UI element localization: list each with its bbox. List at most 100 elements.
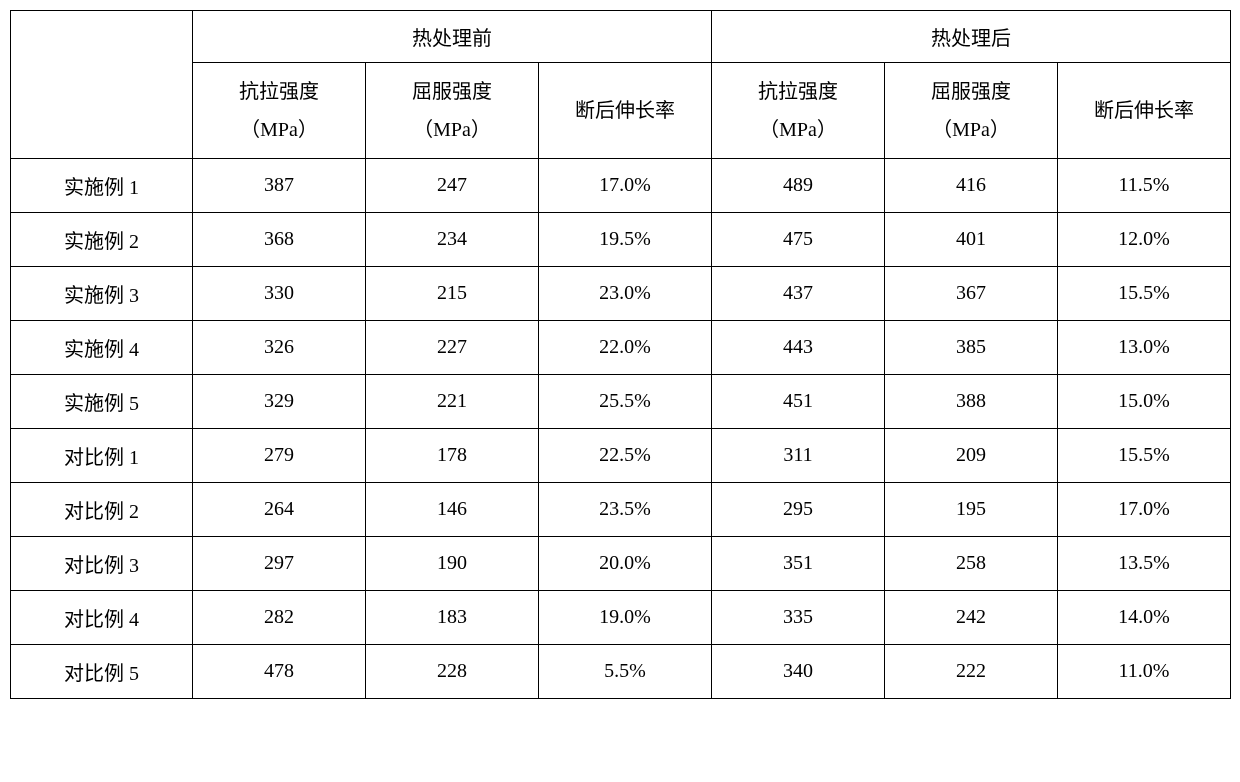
row-label-cell: 实施例 2 (11, 213, 193, 267)
table-row: 对比例 428218319.0%33524214.0% (11, 591, 1231, 645)
after-yield-cell: 367 (885, 267, 1058, 321)
before-elongation-cell: 22.5% (539, 429, 712, 483)
data-table: 热处理前 热处理后 抗拉强度 （MPa） 屈服强度 （MPa） 断后伸长率 抗拉… (10, 10, 1231, 699)
before-yield-cell: 234 (366, 213, 539, 267)
row-label-cell: 对比例 1 (11, 429, 193, 483)
after-yield-cell: 388 (885, 375, 1058, 429)
before-tensile-cell: 329 (193, 375, 366, 429)
after-elongation-cell: 13.0% (1058, 321, 1231, 375)
after-yield-cell: 242 (885, 591, 1058, 645)
table-row: 实施例 333021523.0%43736715.5% (11, 267, 1231, 321)
group-header-before: 热处理前 (193, 11, 712, 63)
after-tensile-cell: 475 (712, 213, 885, 267)
before-elongation-cell: 22.0% (539, 321, 712, 375)
sub-header-after-yield: 屈服强度 （MPa） (885, 63, 1058, 159)
table-row: 实施例 432622722.0%44338513.0% (11, 321, 1231, 375)
before-yield-cell: 146 (366, 483, 539, 537)
before-yield-cell: 215 (366, 267, 539, 321)
after-elongation-cell: 11.0% (1058, 645, 1231, 699)
before-tensile-cell: 368 (193, 213, 366, 267)
before-tensile-cell: 330 (193, 267, 366, 321)
row-label-cell: 实施例 3 (11, 267, 193, 321)
before-tensile-cell: 387 (193, 159, 366, 213)
after-tensile-cell: 437 (712, 267, 885, 321)
before-elongation-cell: 25.5% (539, 375, 712, 429)
corner-cell (11, 11, 193, 159)
table-row: 对比例 329719020.0%35125813.5% (11, 537, 1231, 591)
sub-header-after-tensile: 抗拉强度 （MPa） (712, 63, 885, 159)
table-row: 实施例 532922125.5%45138815.0% (11, 375, 1231, 429)
row-label-cell: 实施例 5 (11, 375, 193, 429)
table-body: 实施例 138724717.0%48941611.5%实施例 236823419… (11, 159, 1231, 699)
sub-header-before-yield: 屈服强度 （MPa） (366, 63, 539, 159)
before-elongation-cell: 19.0% (539, 591, 712, 645)
row-label-cell: 对比例 5 (11, 645, 193, 699)
after-elongation-cell: 14.0% (1058, 591, 1231, 645)
after-tensile-cell: 340 (712, 645, 885, 699)
after-elongation-cell: 13.5% (1058, 537, 1231, 591)
after-yield-cell: 209 (885, 429, 1058, 483)
sub-header-line2: （MPa） (240, 119, 318, 141)
after-tensile-cell: 295 (712, 483, 885, 537)
table-row: 对比例 226414623.5%29519517.0% (11, 483, 1231, 537)
row-label-cell: 实施例 1 (11, 159, 193, 213)
before-tensile-cell: 297 (193, 537, 366, 591)
after-yield-cell: 222 (885, 645, 1058, 699)
row-label-cell: 对比例 2 (11, 483, 193, 537)
after-elongation-cell: 15.5% (1058, 429, 1231, 483)
sub-header-line1: 屈服强度 (412, 81, 492, 103)
before-elongation-cell: 19.5% (539, 213, 712, 267)
row-label-cell: 对比例 3 (11, 537, 193, 591)
table-row: 对比例 127917822.5%31120915.5% (11, 429, 1231, 483)
sub-header-line2: （MPa） (413, 119, 491, 141)
after-yield-cell: 195 (885, 483, 1058, 537)
after-yield-cell: 416 (885, 159, 1058, 213)
after-tensile-cell: 311 (712, 429, 885, 483)
after-elongation-cell: 17.0% (1058, 483, 1231, 537)
before-elongation-cell: 5.5% (539, 645, 712, 699)
before-yield-cell: 227 (366, 321, 539, 375)
after-elongation-cell: 12.0% (1058, 213, 1231, 267)
after-elongation-cell: 15.0% (1058, 375, 1231, 429)
before-elongation-cell: 17.0% (539, 159, 712, 213)
sub-header-line2: （MPa） (932, 119, 1010, 141)
before-elongation-cell: 20.0% (539, 537, 712, 591)
sub-header-before-tensile: 抗拉强度 （MPa） (193, 63, 366, 159)
before-yield-cell: 183 (366, 591, 539, 645)
table-row: 实施例 138724717.0%48941611.5% (11, 159, 1231, 213)
before-yield-cell: 228 (366, 645, 539, 699)
after-elongation-cell: 11.5% (1058, 159, 1231, 213)
sub-header-line1: 抗拉强度 (239, 81, 319, 103)
before-yield-cell: 221 (366, 375, 539, 429)
after-yield-cell: 258 (885, 537, 1058, 591)
after-tensile-cell: 443 (712, 321, 885, 375)
after-tensile-cell: 335 (712, 591, 885, 645)
sub-header-after-elongation: 断后伸长率 (1058, 63, 1231, 159)
table-row: 实施例 236823419.5%47540112.0% (11, 213, 1231, 267)
before-yield-cell: 247 (366, 159, 539, 213)
table-row: 对比例 54782285.5%34022211.0% (11, 645, 1231, 699)
before-yield-cell: 178 (366, 429, 539, 483)
sub-header-line1: 抗拉强度 (758, 81, 838, 103)
before-tensile-cell: 282 (193, 591, 366, 645)
before-tensile-cell: 326 (193, 321, 366, 375)
after-yield-cell: 401 (885, 213, 1058, 267)
before-tensile-cell: 279 (193, 429, 366, 483)
sub-header-before-elongation: 断后伸长率 (539, 63, 712, 159)
before-elongation-cell: 23.0% (539, 267, 712, 321)
row-label-cell: 对比例 4 (11, 591, 193, 645)
after-elongation-cell: 15.5% (1058, 267, 1231, 321)
after-yield-cell: 385 (885, 321, 1058, 375)
sub-header-row: 抗拉强度 （MPa） 屈服强度 （MPa） 断后伸长率 抗拉强度 （MPa） 屈… (11, 63, 1231, 159)
row-label-cell: 实施例 4 (11, 321, 193, 375)
group-header-row: 热处理前 热处理后 (11, 11, 1231, 63)
after-tensile-cell: 451 (712, 375, 885, 429)
group-header-after: 热处理后 (712, 11, 1231, 63)
before-yield-cell: 190 (366, 537, 539, 591)
sub-header-line2: （MPa） (759, 119, 837, 141)
sub-header-line1: 屈服强度 (931, 81, 1011, 103)
before-tensile-cell: 478 (193, 645, 366, 699)
before-elongation-cell: 23.5% (539, 483, 712, 537)
before-tensile-cell: 264 (193, 483, 366, 537)
after-tensile-cell: 351 (712, 537, 885, 591)
